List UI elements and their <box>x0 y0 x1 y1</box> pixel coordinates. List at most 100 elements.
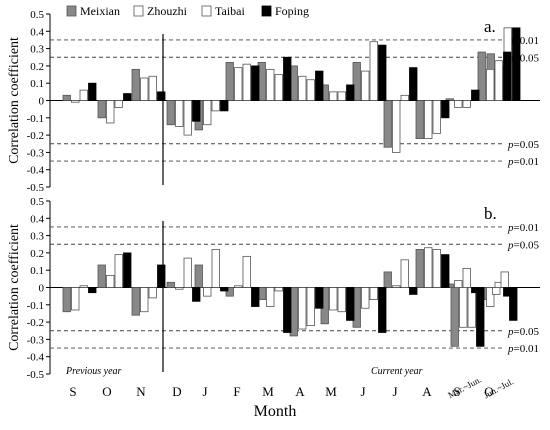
bar-foping <box>471 89 480 101</box>
legend-label-foping: Foping <box>275 4 309 18</box>
bar-taibai <box>79 89 88 101</box>
bar-taibai <box>337 287 346 313</box>
bar-taibai <box>242 63 251 101</box>
significance-label: p=0.01 <box>507 343 539 355</box>
bar-foping <box>157 91 166 101</box>
bar-foping <box>251 287 260 307</box>
bar-zhouzhi <box>203 287 212 297</box>
y-tick-label: -0.3 <box>27 334 45 346</box>
y-tick-label: 0.5 <box>30 9 44 21</box>
bar-zhouzhi <box>106 100 115 124</box>
bar-meixian <box>450 287 459 347</box>
significance-label-p: p <box>507 343 514 355</box>
legend-label-taibai: Taibai <box>215 4 245 18</box>
bar-taibai <box>148 287 157 299</box>
bar-taibai <box>500 271 509 288</box>
bar-foping <box>283 56 292 101</box>
bar-foping <box>315 287 324 309</box>
bar-zhouzhi <box>140 287 149 313</box>
bar-foping <box>378 44 387 101</box>
bar-taibai <box>306 79 315 101</box>
bar-foping <box>88 287 97 294</box>
y-tick-label: 0.4 <box>30 26 44 38</box>
bar-meixian <box>97 100 106 119</box>
y-axis-label: Correlation coefficient <box>7 37 22 164</box>
bar-taibai <box>79 285 88 288</box>
bar-meixian <box>131 68 140 101</box>
bar-meixian <box>415 100 424 139</box>
bar-meixian <box>445 98 454 101</box>
significance-label-p: p <box>507 156 514 168</box>
bar-zhouzhi <box>175 287 184 290</box>
bar-zhouzhi <box>203 100 212 126</box>
y-tick-label: 0.3 <box>30 44 44 56</box>
bar-taibai <box>183 100 192 136</box>
x-tick-label: J <box>392 384 397 399</box>
x-tick-label: S <box>69 384 76 399</box>
bar-taibai <box>400 94 409 101</box>
bar-zhouzhi <box>424 100 433 139</box>
panel-label: a. <box>484 17 496 36</box>
y-tick-label: 0.1 <box>30 265 44 277</box>
bar-taibai <box>337 91 346 101</box>
bar-zhouzhi <box>486 287 495 307</box>
bar-taibai <box>242 255 251 288</box>
bar-zhouzhi <box>298 287 307 330</box>
bar-foping <box>123 252 132 288</box>
bar-foping <box>509 287 518 321</box>
bar-foping <box>88 82 97 101</box>
panel-label: b. <box>484 204 497 223</box>
significance-label-value: =0.01 <box>514 222 539 234</box>
bar-meixian <box>97 264 106 288</box>
bar-taibai <box>114 100 123 108</box>
y-tick-label: 0 <box>39 283 45 295</box>
bar-zhouzhi <box>106 274 115 288</box>
bar-foping <box>441 254 450 288</box>
bar-zhouzhi <box>361 70 370 101</box>
x-tick-label: M <box>262 384 274 399</box>
bar-zhouzhi <box>234 67 243 101</box>
bar-foping <box>346 84 355 101</box>
bar-zhouzhi <box>266 68 275 101</box>
bar-meixian <box>62 287 71 313</box>
bar-taibai <box>369 41 378 101</box>
bar-foping <box>378 287 387 333</box>
significance-label-p: p <box>507 139 514 151</box>
bar-foping <box>315 70 324 101</box>
bar-foping <box>220 287 229 292</box>
bar-zhouzhi <box>459 287 468 328</box>
significance-label-value: =0.01 <box>514 156 539 168</box>
bar-taibai <box>306 287 315 326</box>
bar-foping <box>220 100 229 112</box>
x-tick-label: S <box>453 384 460 399</box>
bar-zhouzhi <box>361 287 370 309</box>
x-tick-label: J <box>360 384 365 399</box>
y-tick-label: -0.4 <box>27 165 45 177</box>
y-tick-label: 0.1 <box>30 78 44 90</box>
y-tick-label: 0.2 <box>30 61 44 73</box>
bar-meixian <box>415 249 424 288</box>
y-tick-label: -0.1 <box>27 300 44 312</box>
bar-zhouzhi <box>71 100 80 103</box>
bar-zhouzhi <box>392 285 401 288</box>
x-tick-label-mar-jun: Mar.~Jun. <box>446 374 483 400</box>
significance-label: p=0.05 <box>507 239 539 251</box>
bar-foping <box>346 287 355 321</box>
current-year-label: Current year <box>371 366 423 377</box>
bar-meixian <box>477 51 486 101</box>
bar-taibai <box>462 100 471 108</box>
bar-meixian <box>166 281 175 288</box>
x-tick-label: D <box>172 384 181 399</box>
bar-zhouzhi <box>140 77 149 101</box>
bar-meixian <box>194 264 203 288</box>
bar-zhouzhi <box>492 287 501 295</box>
bar-taibai <box>462 268 471 288</box>
bar-taibai <box>274 287 283 292</box>
bar-zhouzhi <box>454 280 463 288</box>
previous-year-label: Previous year <box>65 366 122 377</box>
bar-foping <box>192 287 201 302</box>
y-tick-label: 0.3 <box>30 231 44 243</box>
bar-foping <box>441 100 450 119</box>
